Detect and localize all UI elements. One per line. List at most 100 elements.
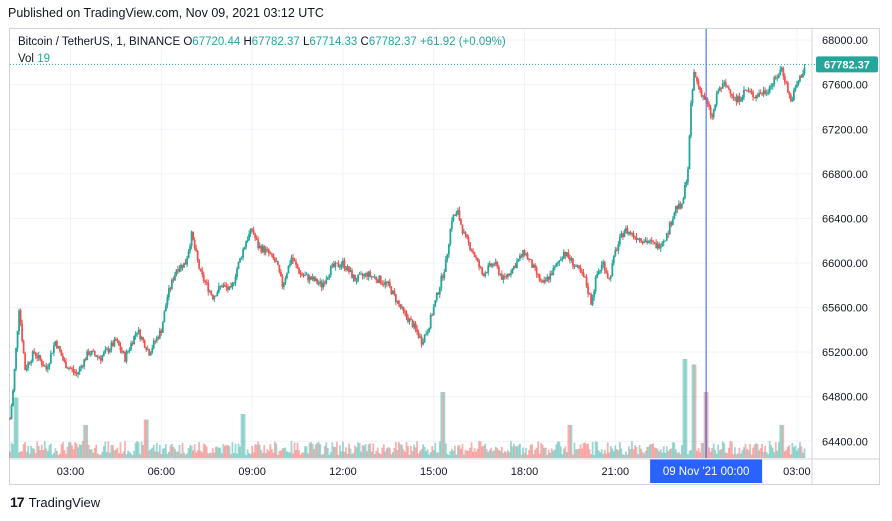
- candle-body: [293, 260, 296, 262]
- candle-body: [461, 224, 464, 234]
- candle-body: [84, 359, 87, 361]
- volume-bar: [727, 447, 730, 458]
- volume-bar: [488, 449, 491, 458]
- candle-body: [691, 90, 694, 104]
- volume-bar: [163, 448, 166, 458]
- candle-body: [429, 314, 432, 329]
- candle-body: [339, 266, 341, 268]
- volume-bar: [319, 444, 322, 458]
- candle-body: [432, 306, 435, 316]
- volume-bar: [597, 450, 600, 458]
- candle-body: [714, 104, 717, 110]
- volume-bar: [308, 442, 311, 458]
- candle-body: [559, 259, 562, 261]
- candle-body: [36, 356, 39, 359]
- candle-body: [727, 87, 730, 90]
- volume-bar: [72, 449, 75, 458]
- candle-body: [762, 90, 765, 94]
- volume-bar: [720, 448, 723, 458]
- y-tick-label: 66800.00: [822, 169, 868, 181]
- candle-body: [98, 356, 101, 358]
- volume-bar: [89, 449, 92, 458]
- volume-bar: [133, 450, 135, 458]
- candle-body: [349, 270, 352, 272]
- candle-body: [357, 274, 359, 281]
- volume-bar: [349, 448, 352, 458]
- volume-bar: [718, 450, 721, 458]
- candle-body: [107, 348, 110, 353]
- candle-body: [646, 240, 649, 243]
- volume-bar: [243, 414, 246, 458]
- candle-body: [283, 282, 285, 287]
- candle-body: [172, 279, 175, 281]
- candle-body: [623, 230, 626, 237]
- candle-body: [307, 274, 310, 281]
- volume-bar: [612, 451, 615, 458]
- candle-body: [425, 334, 428, 335]
- volume-bar: [699, 452, 701, 458]
- volume-bar: [388, 447, 391, 458]
- volume-bar: [48, 445, 51, 458]
- candle-body: [600, 264, 603, 271]
- volume-bar: [522, 447, 524, 458]
- volume-bar: [717, 444, 720, 458]
- volume-bar: [279, 450, 282, 458]
- candle-body: [373, 276, 376, 278]
- candle-body: [723, 82, 726, 84]
- volume-bar: [245, 454, 247, 458]
- volume-bar: [225, 444, 228, 458]
- candle-body: [80, 366, 83, 368]
- candle-body: [499, 273, 502, 275]
- candle-body: [104, 349, 107, 353]
- candle-body: [322, 282, 325, 288]
- candle-body: [210, 291, 213, 295]
- candle-body: [313, 276, 316, 281]
- candle-body: [208, 291, 211, 292]
- volume-bar: [233, 453, 235, 458]
- volume-bar: [573, 442, 576, 458]
- candle-body: [420, 336, 423, 345]
- volume-bar: [228, 446, 231, 458]
- volume-bar: [369, 443, 372, 458]
- volume-bar: [366, 451, 369, 458]
- candle-body: [319, 281, 322, 284]
- volume-bar: [687, 454, 689, 458]
- volume-bar: [124, 441, 126, 458]
- volume-bar: [438, 441, 441, 458]
- x-tick-label: 06:00: [148, 466, 176, 478]
- candle-body: [612, 255, 615, 264]
- volume-bar: [195, 452, 198, 458]
- candle-body: [326, 277, 329, 280]
- candle-body: [43, 366, 46, 367]
- candle-body: [455, 212, 458, 216]
- candle-body: [124, 351, 126, 362]
- candle-body: [278, 264, 281, 272]
- volume-bar: [28, 453, 31, 458]
- volume-bar: [398, 442, 400, 458]
- candle-body: [228, 286, 231, 290]
- volume-bar: [466, 450, 468, 458]
- volume-bar: [51, 454, 54, 458]
- volume-bar: [697, 448, 700, 458]
- volume-bar: [292, 453, 294, 458]
- candle-body: [506, 273, 509, 277]
- tradingview-brand[interactable]: 17 TradingView: [10, 494, 100, 510]
- candle-body: [494, 261, 497, 265]
- volume-bar: [455, 454, 458, 458]
- candle-body: [249, 228, 252, 234]
- volume-bar: [407, 446, 409, 458]
- candle-body: [134, 333, 137, 336]
- candle-body: [384, 281, 387, 285]
- volume-bar: [582, 442, 585, 458]
- volume-bar: [449, 451, 452, 458]
- volume-bar: [709, 451, 712, 458]
- volume-bar: [351, 454, 353, 458]
- volume-bar: [658, 451, 661, 458]
- candle-body: [511, 268, 514, 274]
- chart-frame[interactable]: [9, 28, 880, 485]
- volume-bar: [444, 443, 447, 458]
- volume-bar: [671, 442, 674, 458]
- candle-body: [711, 115, 714, 118]
- volume-bar: [733, 447, 736, 458]
